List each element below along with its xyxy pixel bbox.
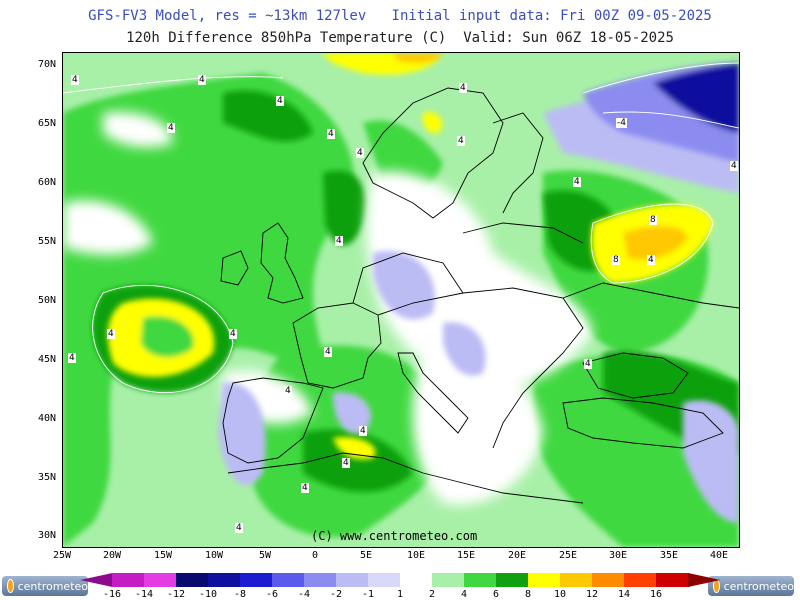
contour-label: 4 [457, 136, 465, 146]
lat-label: 40N [37, 413, 56, 424]
field-warm-zones [107, 53, 713, 460]
contour-label: 4 [359, 426, 367, 436]
lon-label: 30E [608, 550, 628, 561]
lon-label: 5W [258, 550, 272, 561]
lon-label: 40E [709, 550, 729, 561]
contour-label: 8 [649, 215, 657, 225]
colorbar-label: -4 [297, 589, 311, 600]
contour-label: 4 [71, 75, 79, 85]
globe-icon [7, 579, 14, 593]
colorbar-swatch [112, 573, 145, 587]
lat-label: 50N [37, 295, 56, 306]
colorbar-swatch [304, 573, 337, 587]
contour-label: 4 [647, 255, 655, 265]
contour-label: 4 [459, 83, 467, 93]
colorbar-swatch [176, 573, 209, 587]
contour-label: 4 [229, 329, 237, 339]
colorbar-label: 12 [585, 589, 599, 600]
contour-label: 4 [68, 353, 76, 363]
logo-text: centrometeo [17, 579, 88, 593]
lat-label: 45N [37, 354, 56, 365]
colorbar-label: 6 [492, 589, 500, 600]
colorbar-swatch [272, 573, 305, 587]
lon-label: 0 [311, 550, 319, 561]
lon-label: 15E [456, 550, 476, 561]
lon-label: 25W [52, 550, 72, 561]
contour-label: 4 [235, 523, 243, 533]
contour-label: -4 [616, 118, 627, 128]
contour-label: 4 [573, 177, 581, 187]
contour-label: 4 [342, 458, 350, 468]
colorbar-swatch [240, 573, 273, 587]
colorbar-label: -10 [198, 589, 218, 600]
colorbar-swatch [496, 573, 529, 587]
colorbar-label: -16 [102, 589, 122, 600]
colorbar-swatch [368, 573, 401, 587]
colorbar-label: -1 [361, 589, 375, 600]
contour-label: 4 [284, 386, 292, 396]
colorbar-label: -14 [134, 589, 154, 600]
lat-label: 70N [37, 59, 56, 70]
centrometeo-logo-left: centrometeo [2, 576, 88, 596]
contour-label: 4 [198, 75, 206, 85]
lon-label: 5E [359, 550, 373, 561]
lon-label: 25E [558, 550, 578, 561]
colorbar-swatch [528, 573, 561, 587]
colorbar-label: -2 [329, 589, 343, 600]
contour-label: 4 [356, 148, 364, 158]
logo-text: centrometeo [723, 579, 794, 593]
colorbar-label: -6 [265, 589, 279, 600]
colorbar-label: -12 [166, 589, 186, 600]
contour-label: 4 [107, 329, 115, 339]
lat-label: 35N [37, 472, 56, 483]
temperature-difference-map: 4 4 4 4 4 4 4 4 -4 4 4 8 8 4 4 4 4 4 4 4… [62, 52, 740, 548]
title-field-info: 120h Difference 850hPa Temperature (C) V… [126, 30, 674, 46]
contour-label: 4 [730, 161, 738, 171]
lat-label: 60N [37, 177, 56, 188]
lat-label: 55N [37, 236, 56, 247]
lat-label: 65N [37, 118, 56, 129]
map-canvas [63, 53, 739, 547]
contour-label: 8 [612, 255, 620, 265]
contour-label: 4 [276, 96, 284, 106]
colorbar-swatch [624, 573, 657, 587]
colorbar-swatch [400, 573, 433, 587]
centrometeo-logo-right: centrometeo [708, 576, 794, 596]
colorbar-swatch [592, 573, 625, 587]
colorbar-swatch [432, 573, 465, 587]
lon-label: 35E [659, 550, 679, 561]
colorbar-label: 4 [460, 589, 468, 600]
contour-label: 4 [301, 483, 309, 493]
lon-label: 20W [102, 550, 122, 561]
colorbar-label: 10 [553, 589, 567, 600]
colorbar-swatch [464, 573, 497, 587]
field-contours [63, 62, 739, 394]
contour-label: 4 [167, 123, 175, 133]
contour-label: 4 [324, 347, 332, 357]
copyright-text: (C) www.centrometeo.com [311, 529, 478, 543]
colorbar-label: -8 [233, 589, 247, 600]
colorbar-swatch [656, 573, 689, 587]
colorbar-swatch [336, 573, 369, 587]
colorbar-label: 14 [617, 589, 631, 600]
colorbar-swatch [144, 573, 177, 587]
contour-label: 4 [327, 129, 335, 139]
colorbar-label: 8 [524, 589, 532, 600]
colorbar-label: 1 [396, 589, 404, 600]
colorbar-label: 16 [649, 589, 663, 600]
lon-label: 10E [406, 550, 426, 561]
map-coastlines [220, 87, 739, 504]
lat-label: 30N [37, 530, 56, 541]
contour-label: 4 [335, 236, 343, 246]
lon-label: 10W [204, 550, 224, 561]
field-mid-blue-zones [583, 63, 739, 163]
title-model-info: GFS-FV3 Model, res = ~13km 127lev Initia… [88, 8, 712, 24]
lon-label: 15W [153, 550, 173, 561]
colorbar-swatch [208, 573, 241, 587]
lon-label: 20E [507, 550, 527, 561]
colorbar-label: 2 [428, 589, 436, 600]
contour-label: 4 [584, 359, 592, 369]
colorbar-swatch [560, 573, 593, 587]
